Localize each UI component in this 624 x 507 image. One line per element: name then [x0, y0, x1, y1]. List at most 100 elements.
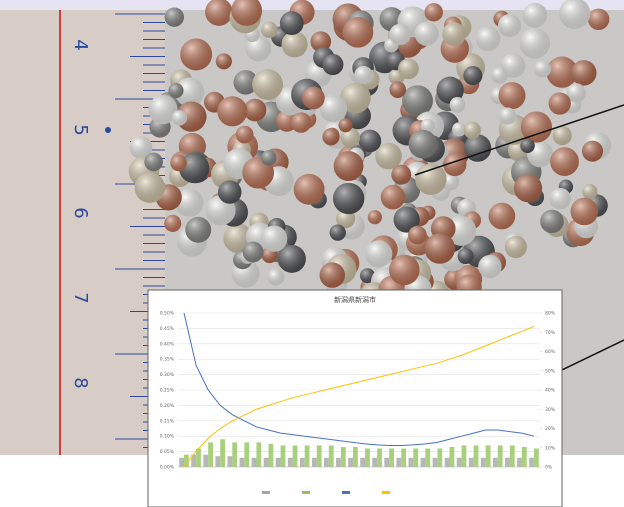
bar [529, 457, 534, 467]
ruler-number: 4 [70, 39, 91, 50]
y-tick-label: 0.15% [160, 418, 175, 424]
pebble-shade [549, 187, 572, 210]
pebble-shade [393, 206, 420, 233]
pebble-shade [365, 240, 393, 268]
bar [227, 456, 233, 467]
pebble-shade [571, 60, 597, 86]
y-tick-label: 0.30% [160, 372, 175, 378]
pointer-line [414, 104, 624, 176]
pebble-shade [260, 225, 288, 252]
pebble-shade [279, 11, 304, 36]
bar [509, 445, 515, 467]
pebble-shade [415, 163, 447, 195]
y-tick-label: 0.35% [160, 357, 175, 363]
pebble-shade [533, 60, 552, 78]
pebble-shade [582, 140, 604, 162]
bar [389, 448, 394, 467]
bar [244, 442, 250, 467]
line [183, 326, 535, 468]
pebble-shade [168, 82, 184, 99]
bar [485, 445, 491, 467]
pebble-shade [424, 233, 456, 264]
pebble-shade [144, 152, 163, 172]
pebbles [128, 0, 612, 313]
pebble-shade [179, 152, 210, 184]
bar [420, 457, 426, 467]
bar [468, 457, 474, 467]
pebble-shade [176, 101, 207, 132]
pebble-shade [277, 244, 306, 273]
legend-swatch [302, 491, 310, 494]
pebble-shade [175, 188, 204, 217]
pebble-shade [488, 202, 516, 230]
bar [533, 448, 539, 467]
bar [316, 445, 322, 467]
pebble-shade [587, 8, 610, 31]
pebble-shade [171, 110, 188, 126]
bar [456, 457, 462, 467]
bar [372, 457, 378, 467]
legend-swatch [262, 491, 270, 494]
bar [497, 445, 503, 467]
bar [203, 454, 209, 467]
pebble-shade [322, 128, 340, 146]
y2-tick-label: 80% [545, 311, 556, 317]
bar [184, 454, 189, 467]
pebble-shade [261, 150, 277, 166]
bar [505, 457, 510, 467]
pebble-shade [463, 66, 483, 86]
pebble-shade [290, 112, 312, 133]
bar [461, 445, 467, 467]
pebble-shade [319, 262, 345, 288]
bar [352, 446, 358, 467]
bar [239, 457, 245, 467]
pebble-shade [504, 235, 527, 259]
bar [263, 457, 269, 467]
bar [324, 457, 329, 467]
pebble-shade [358, 129, 382, 153]
pebble-shade [424, 3, 443, 22]
pebble-shade [408, 129, 438, 159]
y2-tick-label: 50% [545, 368, 556, 374]
pebble-shade [319, 94, 348, 123]
pebble-shade [566, 83, 586, 103]
chart-title: 新潟県新潟市 [334, 295, 376, 304]
pebble-shade [380, 184, 406, 210]
pebble-shade [185, 216, 212, 243]
bar [413, 448, 419, 467]
pebble-shade [215, 53, 232, 70]
pebble-shade [231, 0, 263, 26]
bar [275, 457, 281, 467]
ruler-number: 8 [70, 377, 91, 388]
bar [336, 457, 341, 467]
y-tick-label: 0.05% [160, 449, 175, 455]
pebble-shade [322, 54, 344, 76]
line [183, 312, 535, 446]
bar [437, 448, 443, 467]
pebble-shade [233, 70, 259, 95]
pebble-shade [389, 23, 411, 46]
pebble-shade [333, 151, 364, 181]
y-tick-label: 0.50% [160, 311, 175, 317]
pebble-shade [310, 31, 332, 52]
pebble-shade [499, 107, 517, 125]
y-tick-label: 0.10% [160, 434, 175, 440]
bar [384, 457, 390, 467]
pebble-shade [570, 197, 599, 226]
bar [251, 457, 257, 467]
pebble-shade [540, 209, 564, 234]
bar [340, 446, 346, 467]
chart: 0.00% 0.05% 0.10% 0.15% 0.20% 0.25% 0.30% 0.35%… [160, 311, 556, 494]
pebble-shade [475, 26, 501, 52]
bar [220, 439, 226, 467]
bar [444, 457, 450, 467]
pebble-shade [267, 268, 285, 286]
legend-swatch [342, 491, 350, 494]
pebble-shade [548, 92, 571, 115]
pebble-shade [354, 65, 373, 85]
y-tick-label: 0.45% [160, 326, 175, 332]
pebble-shade [520, 138, 535, 154]
y-tick-label: 0.20% [160, 403, 175, 409]
bar [311, 457, 317, 467]
pebble-shade [302, 86, 325, 110]
